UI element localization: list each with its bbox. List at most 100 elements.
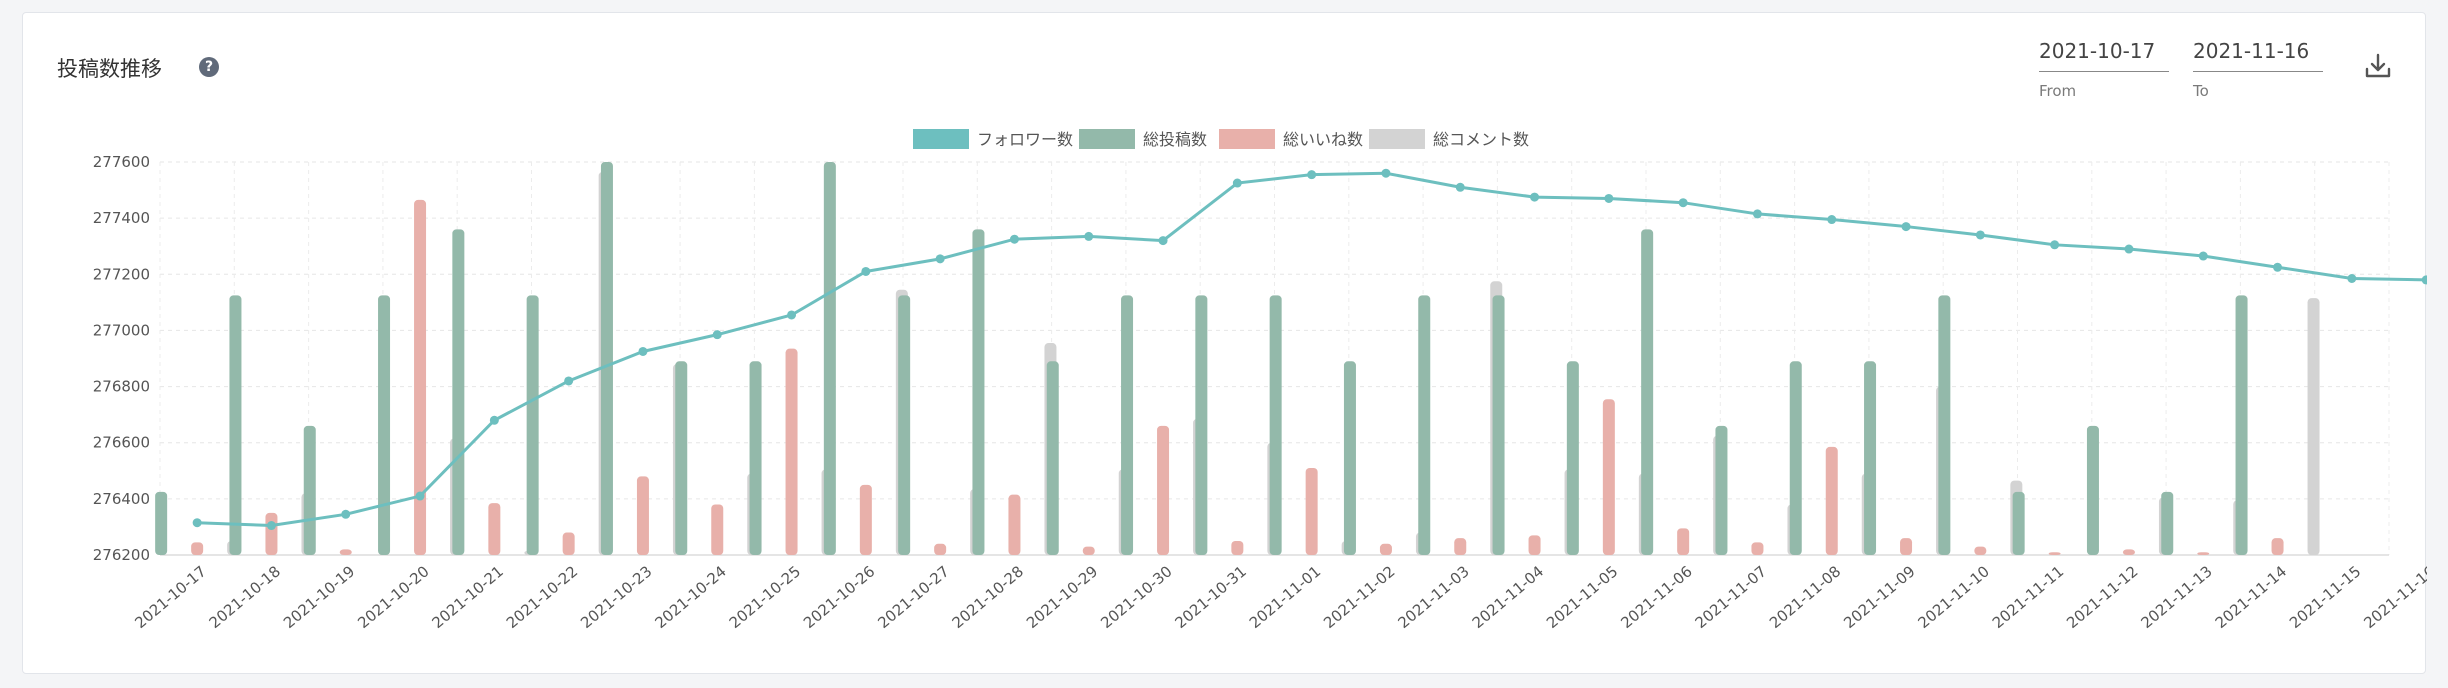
line-point — [638, 346, 648, 356]
x-tick-label: 2021-11-08 — [1766, 562, 1844, 632]
x-tick-label: 2021-10-25 — [726, 562, 804, 632]
bar — [229, 295, 242, 555]
from-date-field[interactable]: 2021-10-17 From — [2039, 39, 2169, 100]
bar — [1195, 295, 1208, 555]
bar — [2086, 425, 2099, 555]
line-point — [2050, 240, 2060, 250]
x-tick-label: 2021-11-01 — [1246, 562, 1324, 632]
line-point — [1232, 178, 1242, 188]
legend-swatch — [913, 129, 969, 149]
bar — [1900, 538, 1913, 555]
chart-svg: フォロワー数 総投稿数 総いいね数 総コメント数 277600 277400 277200… — [93, 129, 2427, 632]
x-tick-label: 2021-11-11 — [1989, 562, 2067, 632]
bar — [1082, 546, 1095, 555]
line-point — [2273, 262, 2283, 272]
bar — [934, 543, 947, 555]
to-label: To — [2193, 82, 2209, 100]
bar — [785, 348, 798, 555]
from-date-input[interactable]: 2021-10-17 — [2039, 39, 2169, 72]
x-tick-label: 2021-10-29 — [1023, 562, 1101, 632]
bar — [488, 503, 501, 555]
bar — [1305, 467, 1318, 555]
bar — [1677, 528, 1690, 555]
bar — [1454, 538, 1467, 555]
y-tick-label: 276200 — [93, 546, 150, 564]
bar — [1492, 295, 1505, 555]
page-title: 投稿数推移 — [57, 57, 162, 81]
y-tick-label: 277000 — [93, 321, 150, 339]
bar — [2197, 552, 2210, 555]
x-tick-label: 2021-10-23 — [577, 562, 655, 632]
x-tick-label: 2021-10-20 — [354, 562, 432, 632]
bar — [1418, 295, 1431, 555]
bar — [1231, 540, 1244, 555]
y-tick-label: 277400 — [93, 209, 150, 227]
x-tick-label: 2021-10-22 — [503, 562, 581, 632]
x-tick-label: 2021-11-02 — [1320, 562, 1398, 632]
line-point — [341, 509, 351, 519]
line-point — [1975, 230, 1985, 240]
legend-swatch — [1079, 129, 1135, 149]
line-point — [1604, 193, 1614, 203]
bar — [414, 199, 427, 555]
bar — [2048, 552, 2061, 555]
bar — [303, 425, 316, 555]
download-icon[interactable] — [2363, 51, 2393, 81]
bar — [1715, 425, 1728, 555]
bar — [339, 549, 352, 555]
bar — [675, 361, 688, 555]
bar — [600, 162, 613, 555]
bar — [636, 476, 649, 555]
line-point — [266, 521, 276, 531]
x-tick-label: 2021-11-07 — [1692, 562, 1770, 632]
follower-line — [192, 168, 2427, 531]
x-tick-label: 2021-11-09 — [1840, 562, 1918, 632]
line-point — [1901, 222, 1911, 232]
legend: フォロワー数 総投稿数 総いいね数 総コメント数 — [913, 129, 1529, 149]
line-point — [1158, 236, 1168, 246]
line-point — [2198, 251, 2208, 261]
line-point — [192, 518, 202, 528]
x-tick-label: 2021-10-31 — [1172, 562, 1250, 632]
help-icon[interactable]: ? — [199, 57, 219, 77]
from-label: From — [2039, 82, 2077, 100]
y-axis: 277600 277400 277200 277000 276800 276600 2764… — [93, 153, 150, 564]
bar — [1751, 542, 1764, 555]
x-tick-label: 2021-11-10 — [1915, 562, 1993, 632]
line-point — [861, 266, 871, 276]
bar — [155, 491, 168, 555]
to-date-field[interactable]: 2021-11-16 To — [2193, 39, 2323, 100]
bar — [972, 229, 985, 555]
legend-label: 総いいね数 — [1283, 130, 1363, 149]
bar — [2012, 491, 2025, 555]
bar — [1379, 543, 1392, 555]
x-tick-label: 2021-10-28 — [949, 562, 1027, 632]
y-tick-label: 276800 — [93, 378, 150, 396]
x-tick-label: 2021-11-04 — [1469, 562, 1547, 632]
bar — [265, 512, 278, 555]
bar — [562, 532, 575, 555]
bar — [1864, 361, 1877, 555]
bar — [1789, 361, 1802, 555]
to-date-input[interactable]: 2021-11-16 — [2193, 39, 2323, 72]
bar — [1938, 295, 1951, 555]
x-tick-label: 2021-10-18 — [206, 562, 284, 632]
bar — [898, 295, 911, 555]
bar — [2161, 491, 2174, 555]
x-tick-label: 2021-11-03 — [1394, 562, 1472, 632]
bar — [1602, 399, 1615, 555]
x-tick-label: 2021-11-13 — [2137, 562, 2215, 632]
x-tick-label: 2021-10-19 — [280, 562, 358, 632]
bar — [2122, 549, 2135, 555]
line-point — [1381, 168, 1391, 178]
chart-card: 投稿数推移 ? 2021-10-17 From 2021-11-16 To フォ… — [22, 12, 2427, 674]
legend-label: 総投稿数 — [1143, 130, 1207, 149]
line-point — [1678, 198, 1688, 208]
y-tick-label: 277200 — [93, 265, 150, 283]
y-tick-label: 277600 — [93, 153, 150, 171]
bar — [1566, 361, 1579, 555]
bar — [1269, 295, 1282, 555]
bar — [1157, 425, 1170, 555]
x-tick-label: 2021-10-26 — [800, 562, 878, 632]
bar — [1046, 361, 1059, 555]
